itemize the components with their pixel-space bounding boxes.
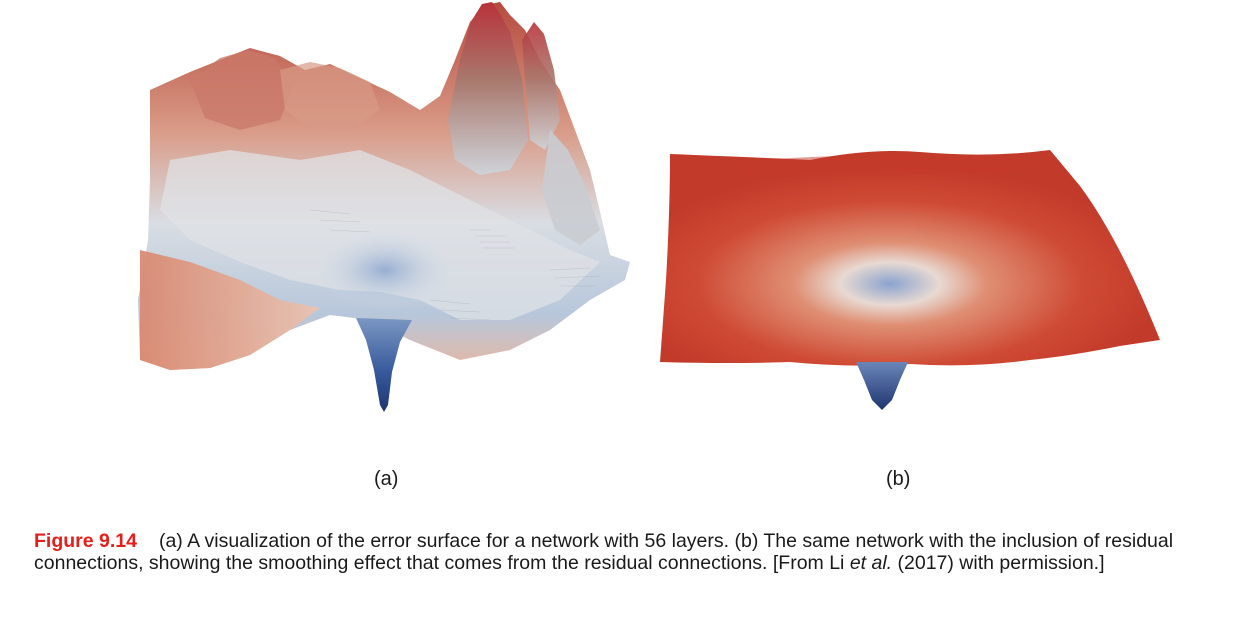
panel-a-label: (a) [374, 468, 399, 490]
caption-text-part1: (a) A visualization of the error surface… [34, 530, 1174, 574]
caption-text-part2: (2017) with permission.] [892, 552, 1105, 574]
figure-caption: Figure 9.14 (a) A visualization of the er… [34, 530, 1214, 574]
figure-number: Figure 9.14 [34, 530, 137, 552]
error-surface-smooth-image [650, 130, 1170, 420]
caption-text-italic: et al. [849, 552, 893, 574]
panel-b-label: (b) [886, 468, 911, 490]
error-surface-rough-image [130, 0, 650, 430]
